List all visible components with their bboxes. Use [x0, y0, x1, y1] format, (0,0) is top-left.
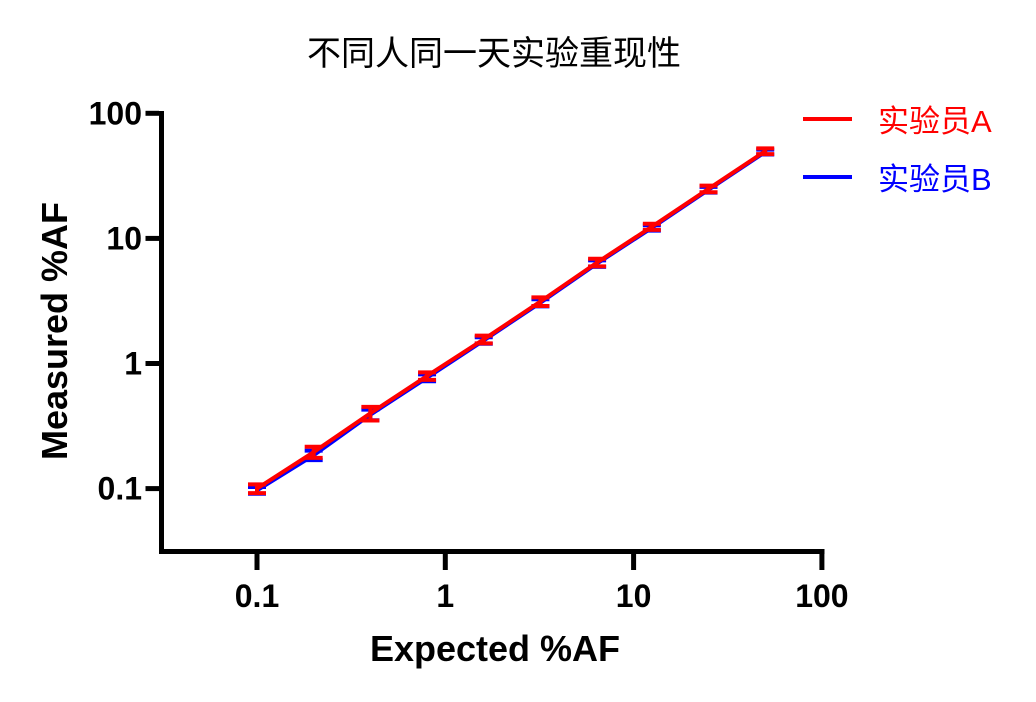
- legend-label-operator-b: 实验员B: [878, 162, 992, 197]
- x-tick-label: 1: [436, 578, 454, 614]
- legend-line-blue-icon: [803, 174, 852, 179]
- legend-label-operator-a: 实验员A: [878, 104, 992, 139]
- x-tick-label: 100: [795, 578, 848, 614]
- y-tick-label: 100: [89, 95, 142, 131]
- legend-item-operator-a: 实验员A: [803, 100, 992, 139]
- y-tick-label: 10: [106, 220, 142, 256]
- x-axis-label: Expected %AF: [369, 628, 621, 669]
- chart-title: 不同人同一天实验重现性: [307, 34, 681, 74]
- series-line: [255, 149, 767, 491]
- x-tick-label: 0.1: [235, 578, 279, 614]
- y-tick-label: 1: [124, 346, 142, 382]
- y-axis-label: Measured %AF: [34, 201, 75, 461]
- legend: 实验员A 实验员B: [803, 100, 992, 197]
- y-tick-label: 0.1: [98, 471, 142, 507]
- x-tick-label: 10: [616, 578, 652, 614]
- legend-line-red-icon: [803, 116, 852, 121]
- legend-item-operator-b: 实验员B: [803, 158, 992, 197]
